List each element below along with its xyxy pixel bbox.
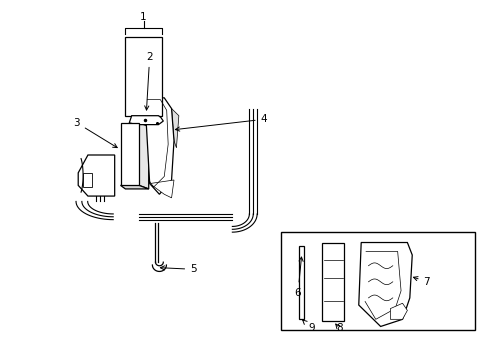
Text: 6: 6 bbox=[294, 257, 303, 297]
Text: 9: 9 bbox=[302, 320, 314, 333]
Bar bbox=[83, 173, 92, 187]
Polygon shape bbox=[149, 180, 174, 198]
Text: 7: 7 bbox=[413, 276, 429, 287]
Bar bbox=[281, 232, 474, 330]
Polygon shape bbox=[78, 155, 115, 196]
Bar bbox=[125, 37, 162, 116]
Bar bbox=[299, 246, 304, 319]
Text: 5: 5 bbox=[160, 264, 196, 274]
Text: 8: 8 bbox=[335, 323, 342, 333]
Text: 1: 1 bbox=[140, 13, 146, 22]
Polygon shape bbox=[120, 123, 139, 185]
Text: 3: 3 bbox=[73, 118, 117, 148]
Polygon shape bbox=[144, 98, 174, 194]
Text: 2: 2 bbox=[144, 52, 153, 110]
Polygon shape bbox=[171, 109, 179, 148]
Polygon shape bbox=[358, 243, 411, 327]
Polygon shape bbox=[120, 185, 148, 189]
Text: 4: 4 bbox=[175, 114, 267, 131]
Polygon shape bbox=[322, 243, 344, 321]
Polygon shape bbox=[129, 116, 163, 125]
Polygon shape bbox=[389, 303, 407, 319]
Polygon shape bbox=[139, 123, 148, 189]
